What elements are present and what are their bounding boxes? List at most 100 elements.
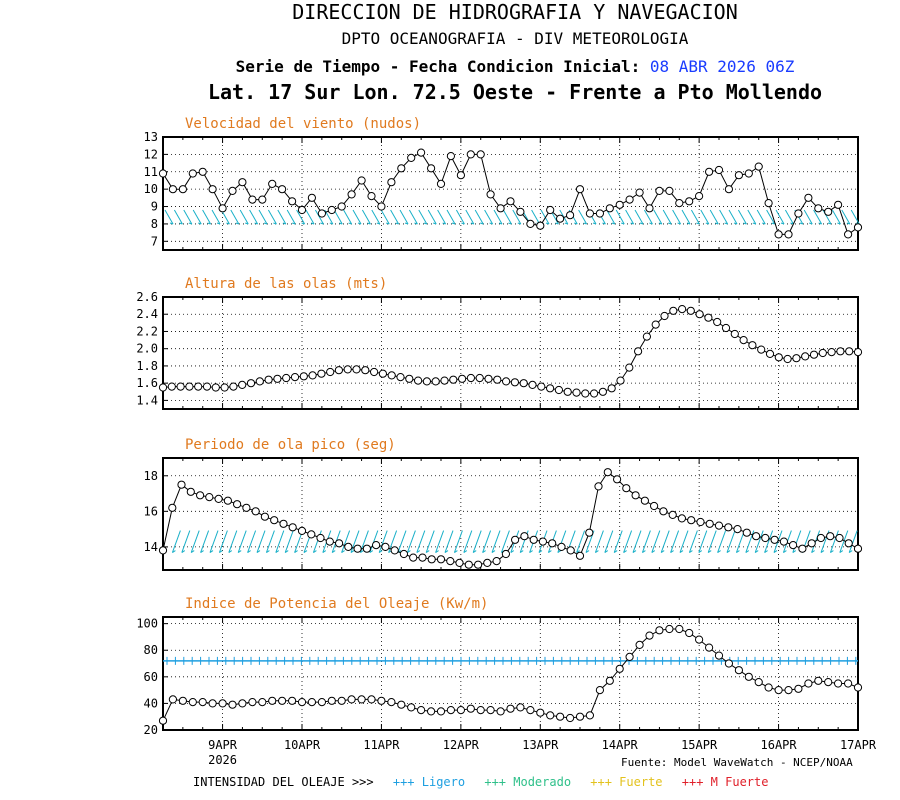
- direction-arrow: [463, 530, 473, 553]
- data-point: [506, 704, 515, 713]
- data-point: [417, 148, 426, 157]
- data-point: [754, 678, 763, 687]
- data-point: [456, 171, 465, 180]
- direction-arrow: [484, 209, 494, 225]
- data-point: [526, 706, 535, 715]
- data-point: [687, 516, 696, 525]
- direction-arrow-head: [660, 550, 665, 553]
- direction-arrow-head: [414, 222, 418, 225]
- data-point: [853, 348, 863, 357]
- data-point: [456, 706, 465, 715]
- direction-arrow-head: [715, 222, 719, 225]
- data-point: [347, 695, 356, 704]
- data-point: [458, 374, 467, 383]
- y-tick-label: 1.6: [136, 376, 158, 390]
- direction-arrow-head: [846, 222, 850, 225]
- direction-arrow: [239, 209, 249, 225]
- data-point: [446, 557, 455, 566]
- data-point: [598, 387, 608, 396]
- direction-arrow-head: [254, 222, 258, 225]
- data-point: [334, 366, 343, 375]
- y-tick-label: 1.8: [136, 359, 158, 373]
- direction-arrow-head: [275, 550, 280, 553]
- x-tick-label: 10APR: [284, 738, 321, 752]
- direction-arrow: [333, 209, 343, 225]
- direction-arrow-head: [433, 222, 437, 225]
- direction-arrow-head: [282, 222, 286, 225]
- direction-arrow: [437, 209, 447, 225]
- direction-arrow: [641, 530, 651, 553]
- direction-arrow-head: [574, 222, 578, 225]
- direction-arrow: [623, 530, 633, 553]
- y-tick-label: 80: [144, 643, 158, 657]
- data-point: [198, 167, 207, 176]
- direction-arrow: [784, 209, 794, 225]
- data-point: [361, 366, 370, 375]
- data-point: [496, 707, 505, 716]
- data-point: [754, 162, 763, 171]
- direction-arrow: [698, 530, 708, 553]
- direction-arrow: [350, 530, 360, 553]
- legend-ligero: +++ Ligero: [392, 775, 466, 789]
- legend-moderado: +++ Moderado: [484, 775, 572, 789]
- data-point: [714, 165, 724, 175]
- direction-arrow-head: [386, 222, 390, 225]
- direction-arrow-head: [310, 222, 315, 225]
- direction-arrow: [192, 209, 202, 225]
- direction-arrow: [606, 209, 616, 225]
- data-point: [228, 186, 237, 195]
- data-point: [844, 230, 853, 239]
- direction-arrow-head: [809, 222, 813, 225]
- data-point: [436, 179, 446, 188]
- data-point: [705, 519, 714, 528]
- direction-arrow: [839, 530, 849, 553]
- direction-arrow-head: [480, 222, 484, 225]
- direction-arrow: [756, 209, 766, 225]
- data-point: [807, 539, 816, 548]
- direction-arrow: [218, 530, 228, 553]
- direction-arrow: [681, 209, 691, 225]
- data-point: [853, 683, 863, 692]
- data-point: [387, 371, 396, 380]
- data-point: [695, 310, 704, 319]
- data-point: [510, 378, 520, 387]
- direction-arrow: [247, 530, 257, 553]
- direction-arrow-head: [470, 222, 474, 225]
- direction-arrow-head: [764, 550, 768, 553]
- direction-arrow: [181, 530, 191, 553]
- data-point: [308, 371, 317, 380]
- data-point: [397, 700, 406, 709]
- page-title: DIRECCION DE HIDROGRAFIA Y NAVEGACION: [292, 0, 738, 24]
- direction-arrow-head: [273, 222, 277, 225]
- data-point: [214, 494, 223, 503]
- y-tick-label: 18: [144, 469, 158, 483]
- data-point: [659, 507, 668, 516]
- direction-arrow: [341, 530, 351, 553]
- direction-arrow-head: [630, 222, 634, 225]
- data-point: [238, 380, 247, 389]
- data-point: [357, 176, 366, 185]
- data-point: [566, 546, 575, 555]
- direction-arrow-head: [348, 222, 352, 225]
- direction-arrow: [164, 209, 174, 225]
- data-point: [739, 336, 748, 345]
- data-point: [818, 348, 827, 358]
- data-point: [316, 533, 325, 543]
- data-point: [675, 199, 684, 208]
- direction-arrow: [726, 530, 736, 553]
- data-point: [455, 558, 464, 568]
- location-line: Lat. 17 Sur Lon. 72.5 Oeste - Frente a P…: [207, 80, 823, 104]
- data-point: [344, 542, 353, 552]
- data-point: [536, 221, 545, 230]
- data-point: [486, 706, 495, 715]
- direction-arrow-head: [245, 222, 249, 225]
- data-point: [238, 699, 247, 708]
- data-point: [427, 707, 436, 716]
- data-point: [774, 353, 783, 362]
- data-point: [370, 367, 379, 377]
- direction-arrow-head: [602, 222, 606, 225]
- data-point: [242, 503, 251, 512]
- data-point: [665, 186, 674, 195]
- direction-arrow: [352, 209, 362, 225]
- data-point: [853, 223, 863, 232]
